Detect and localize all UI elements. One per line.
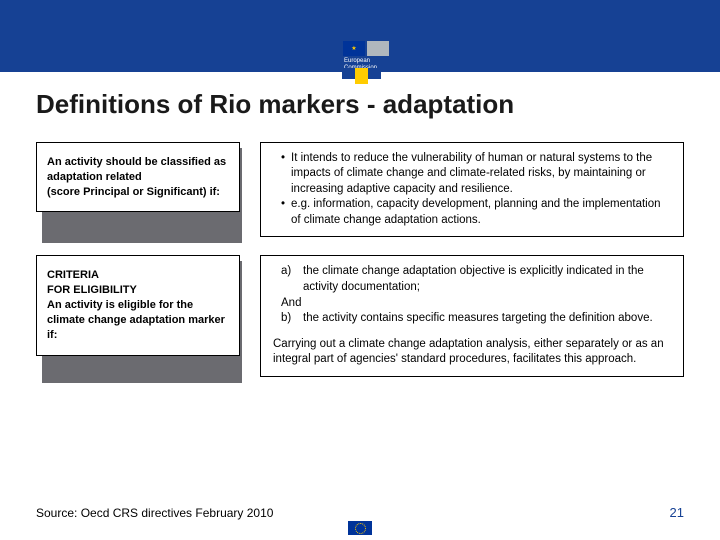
definition-detail-box-2: a) the climate change adaptation objecti… xyxy=(260,255,684,376)
criteria-paragraph: Carrying out a climate change adaptation… xyxy=(273,337,673,368)
source-citation: Source: Oecd CRS directives February 201… xyxy=(36,506,273,520)
page-number: 21 xyxy=(670,505,684,520)
bullet-item: e.g. information, capacity development, … xyxy=(281,197,673,228)
definition-row-2: CRITERIA FOR ELIGIBILITY An activity is … xyxy=(36,255,684,376)
slide-content: Definitions of Rio markers - adaptation … xyxy=(0,72,720,377)
definition-label-text-2: CRITERIA FOR ELIGIBILITY An activity is … xyxy=(47,269,225,340)
page-title: Definitions of Rio markers - adaptation xyxy=(36,90,684,120)
criteria-a-text: the climate change adaptation objective … xyxy=(303,264,673,295)
definition-label-box-2: CRITERIA FOR ELIGIBILITY An activity is … xyxy=(36,255,240,355)
criteria-and: And xyxy=(273,296,673,312)
eu-flag-icon xyxy=(343,41,365,56)
definition-label-text-1: An activity should be classified as adap… xyxy=(47,156,226,198)
definition-detail-box-1: It intends to reduce the vulnerability o… xyxy=(260,142,684,238)
list-label-a: a) xyxy=(281,264,303,295)
definition-row-1: An activity should be classified as adap… xyxy=(36,142,684,238)
definition-label-box-1: An activity should be classified as adap… xyxy=(36,142,240,213)
bullet-item: It intends to reduce the vulnerability o… xyxy=(281,151,673,198)
ec-logo: European Commission xyxy=(330,0,402,72)
header-band: European Commission xyxy=(0,0,720,72)
footer-eu-flag-icon xyxy=(348,521,372,535)
criteria-b-text: the activity contains specific measures … xyxy=(303,311,653,327)
list-label-b: b) xyxy=(281,311,303,327)
logo-grey-block xyxy=(367,41,389,56)
logo-pillars xyxy=(342,68,381,84)
